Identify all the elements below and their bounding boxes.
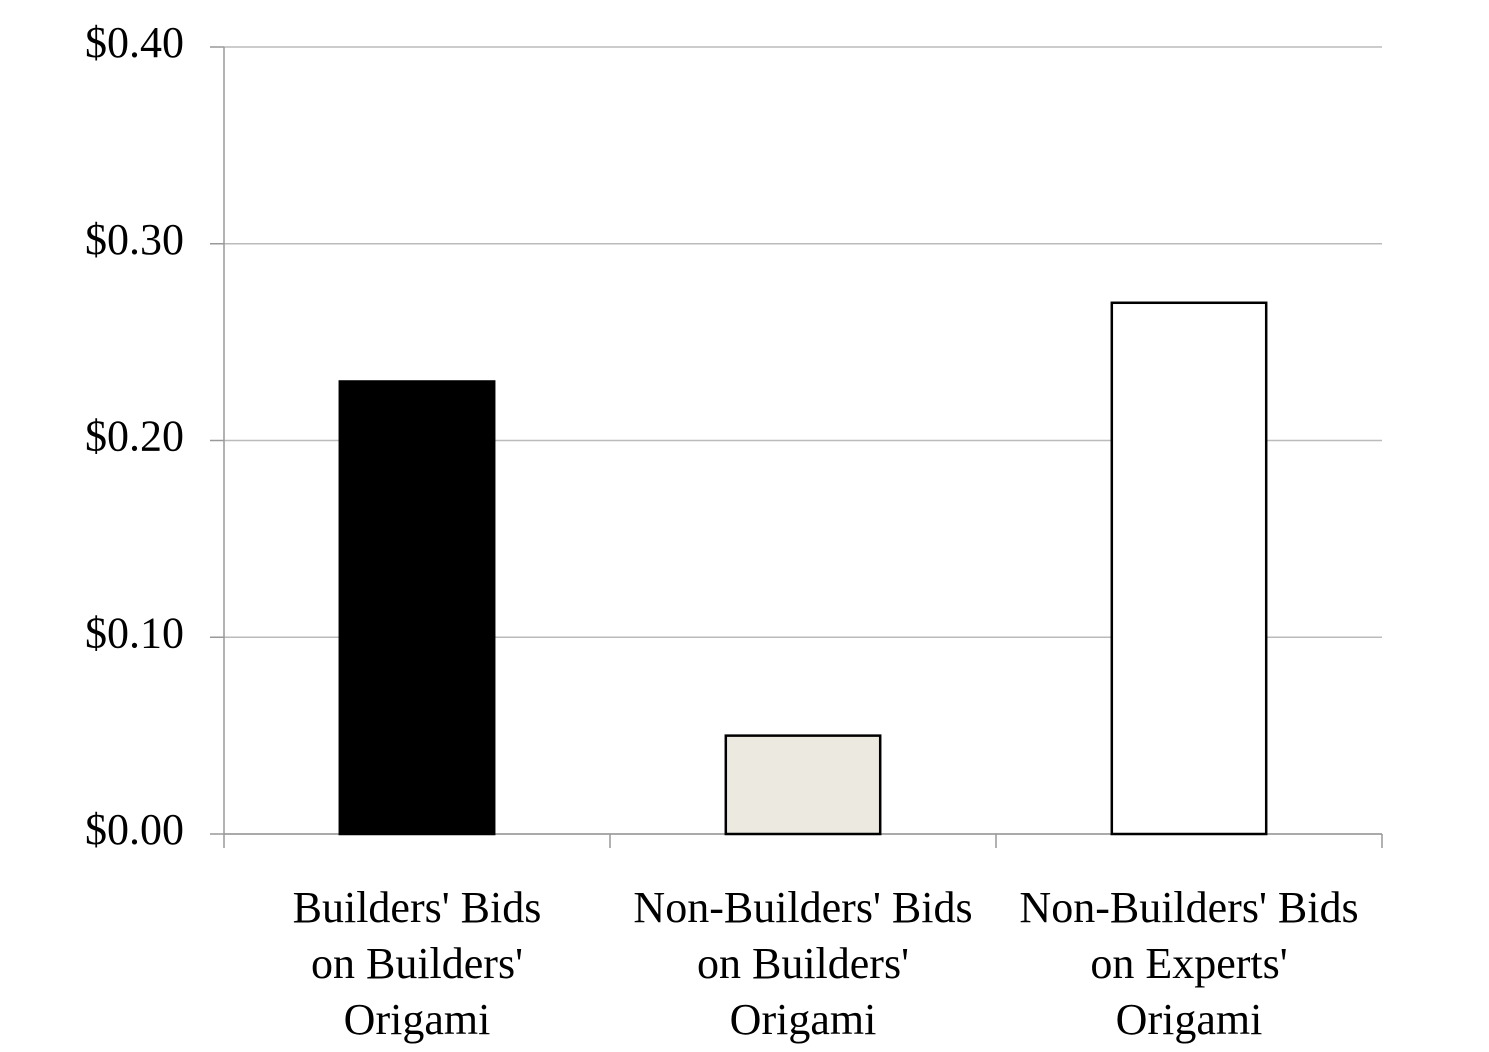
y-tick-label: $0.40 (85, 18, 184, 67)
x-tick-label: Non-Builders' Bids on Builders' Origami (633, 883, 973, 1044)
y-tick-label: $0.10 (85, 608, 184, 657)
y-tick-label: $0.20 (85, 412, 184, 461)
y-tick-label: $0.30 (85, 215, 184, 264)
x-tick-label: Builders' Bids on Builders' Origami (292, 883, 542, 1044)
bar (724, 734, 882, 836)
bar (338, 380, 496, 836)
y-tick-label: $0.00 (85, 805, 184, 854)
x-tick-label: Non-Builders' Bids on Experts' Origami (1019, 883, 1359, 1044)
bar (1110, 301, 1268, 836)
